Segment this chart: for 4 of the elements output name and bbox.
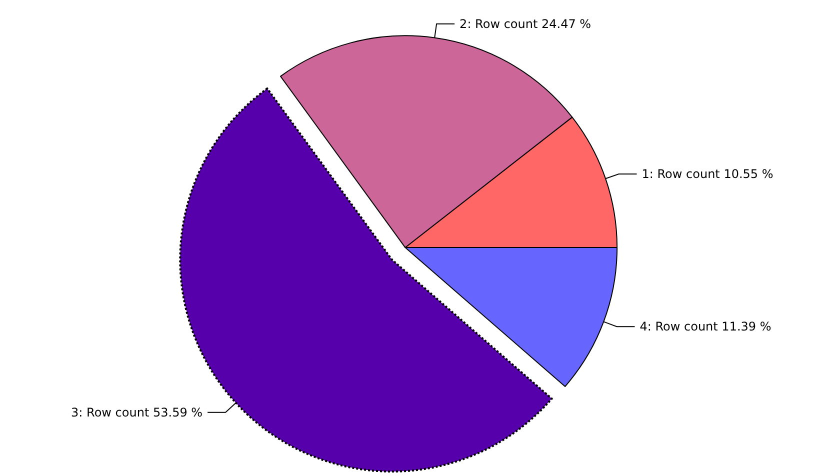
slice-label: 2: Row count 24.47 % (460, 16, 592, 31)
slice-label: 4: Row count 11.39 % (640, 320, 772, 334)
slice-label: 1: Row count 10.55 % (642, 167, 774, 182)
slice-label: 3: Row count 53.59 % (71, 405, 203, 420)
